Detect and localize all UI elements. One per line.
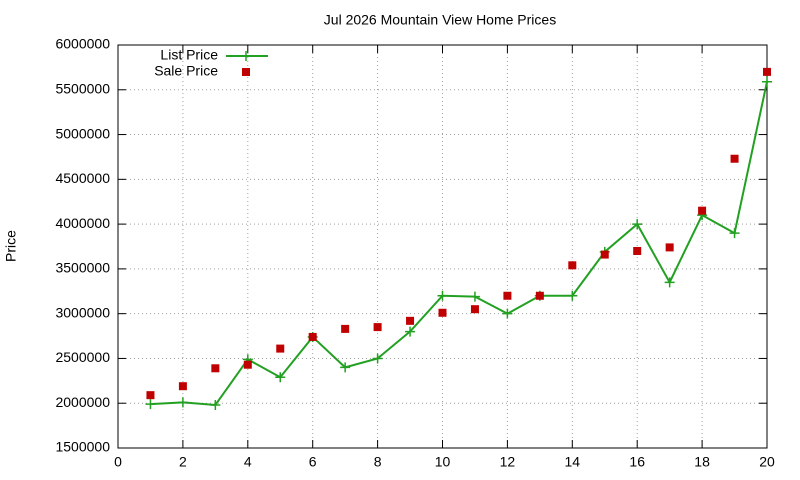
- data-point: [698, 206, 707, 215]
- y-tick-label: 3000000: [55, 304, 110, 320]
- y-tick-label: 1500000: [55, 439, 110, 455]
- data-point: [177, 397, 188, 408]
- data-point: [469, 291, 480, 302]
- x-tick-label: 4: [244, 454, 252, 470]
- y-tick-label: 4000000: [55, 215, 110, 231]
- data-point: [308, 332, 317, 341]
- data-point: [633, 246, 642, 255]
- data-point: [146, 391, 155, 400]
- x-tick-label: 0: [114, 454, 122, 470]
- x-tick-label: 10: [435, 454, 451, 470]
- x-tick-label: 14: [565, 454, 581, 470]
- data-point: [210, 400, 221, 411]
- data-point: [730, 154, 739, 163]
- legend-label: List Price: [160, 47, 218, 63]
- data-point: [503, 291, 512, 300]
- data-point: [600, 250, 609, 259]
- data-point: [502, 308, 513, 319]
- data-point: [438, 308, 447, 317]
- x-tick-label: 20: [759, 454, 775, 470]
- data-point: [178, 382, 187, 391]
- data-point: [535, 291, 544, 300]
- data-point: [729, 228, 740, 239]
- data-point: [243, 360, 252, 369]
- y-tick-label: 3500000: [55, 260, 110, 276]
- y-tick-label: 4500000: [55, 170, 110, 186]
- x-tick-label: 18: [694, 454, 710, 470]
- data-point: [275, 372, 286, 383]
- y-axis-label: Price: [3, 230, 19, 262]
- data-point: [341, 324, 350, 333]
- data-point: [763, 67, 771, 76]
- data-point: [632, 219, 643, 230]
- y-tick-label: 2000000: [55, 394, 110, 410]
- x-tick-label: 6: [309, 454, 317, 470]
- data-point: [437, 290, 448, 301]
- data-point: [406, 316, 415, 325]
- data-point: [276, 344, 285, 353]
- x-tick-label: 12: [500, 454, 516, 470]
- x-tick-label: 8: [374, 454, 382, 470]
- data-point: [664, 277, 675, 288]
- data-point: [665, 243, 674, 252]
- data-point: [373, 323, 382, 332]
- chart-title: Jul 2026 Mountain View Home Prices: [324, 12, 556, 28]
- data-point: [372, 353, 383, 364]
- data-point: [568, 261, 577, 270]
- legend-label: Sale Price: [154, 63, 218, 79]
- legend-marker: [241, 51, 251, 61]
- y-tick-label: 2500000: [55, 349, 110, 365]
- x-tick-label: 2: [179, 454, 187, 470]
- data-point: [470, 305, 479, 314]
- data-point: [567, 290, 578, 301]
- data-point: [405, 326, 416, 337]
- data-point: [762, 76, 772, 87]
- data-point: [145, 399, 156, 410]
- y-tick-label: 5000000: [55, 125, 110, 141]
- series-line: [150, 81, 768, 407]
- legend-marker: [242, 68, 250, 76]
- x-tick-label: 16: [629, 454, 645, 470]
- plot-frame: [117, 44, 768, 449]
- y-tick-label: 6000000: [55, 36, 110, 52]
- y-tick-label: 5500000: [55, 80, 110, 96]
- data-point: [340, 362, 351, 373]
- data-point: [211, 364, 220, 373]
